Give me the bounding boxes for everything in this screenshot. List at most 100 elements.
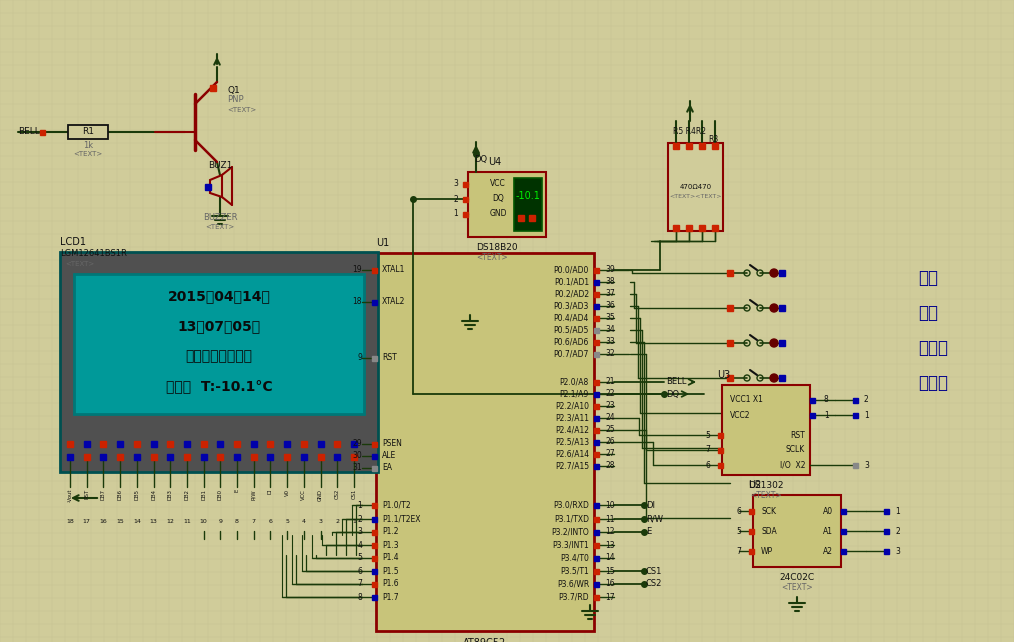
Text: 1: 1 — [824, 410, 828, 419]
Bar — [593, 268, 598, 272]
Text: PSEN: PSEN — [382, 440, 402, 449]
Text: 7: 7 — [251, 519, 256, 524]
Text: 29: 29 — [353, 440, 362, 449]
Bar — [301, 454, 307, 460]
Text: 17: 17 — [83, 519, 90, 524]
Text: 38: 38 — [605, 277, 614, 286]
Text: RST: RST — [382, 354, 396, 363]
Text: 22: 22 — [605, 390, 614, 399]
Bar — [184, 441, 190, 447]
Bar — [593, 440, 598, 444]
Bar — [529, 215, 535, 221]
Text: 9: 9 — [218, 519, 222, 524]
Text: P2.3/A11: P2.3/A11 — [555, 413, 589, 422]
Text: U4: U4 — [488, 157, 501, 167]
Bar — [809, 413, 814, 417]
Bar — [593, 315, 598, 320]
Bar — [301, 441, 307, 447]
Text: DB7: DB7 — [101, 489, 105, 500]
Text: 星期二  T:-10.1°C: 星期二 T:-10.1°C — [165, 379, 273, 393]
Text: P1.7: P1.7 — [382, 593, 399, 602]
Bar — [234, 454, 240, 460]
Text: 2: 2 — [453, 195, 458, 204]
Bar — [673, 225, 679, 231]
Bar — [841, 548, 846, 553]
Text: P2.6/A14: P2.6/A14 — [555, 449, 589, 458]
Text: BELL: BELL — [666, 377, 686, 386]
Text: 7: 7 — [357, 580, 362, 589]
Text: VCC: VCC — [301, 489, 306, 500]
Bar — [371, 569, 376, 573]
Text: 3: 3 — [318, 519, 322, 524]
Text: CS2: CS2 — [646, 580, 662, 589]
Bar — [712, 225, 718, 231]
Bar — [335, 441, 341, 447]
Bar — [371, 517, 376, 521]
Circle shape — [770, 374, 778, 382]
Text: 21: 21 — [605, 377, 614, 386]
Bar — [722, 385, 810, 475]
Text: CS1: CS1 — [352, 489, 356, 499]
Bar — [371, 453, 376, 458]
Bar — [593, 503, 598, 507]
Bar — [100, 441, 106, 447]
Text: 功能键: 功能键 — [918, 374, 948, 392]
Text: 1: 1 — [453, 209, 458, 218]
Text: P3.3/INT1: P3.3/INT1 — [553, 541, 589, 550]
Text: VCC: VCC — [490, 180, 506, 189]
Text: 1: 1 — [357, 501, 362, 510]
Text: <TEXT>: <TEXT> — [206, 224, 234, 230]
Bar — [371, 356, 376, 361]
Bar — [727, 340, 733, 346]
Text: RST: RST — [84, 489, 89, 499]
Text: CS2: CS2 — [335, 489, 340, 499]
Bar — [84, 441, 89, 447]
Bar — [779, 340, 785, 346]
Text: Q1: Q1 — [227, 85, 239, 94]
Text: 16: 16 — [605, 580, 614, 589]
Text: P0.7/AD7: P0.7/AD7 — [554, 349, 589, 358]
Text: 17: 17 — [605, 593, 614, 602]
Text: R3: R3 — [708, 135, 718, 144]
Text: P3.2/INTO: P3.2/INTO — [552, 528, 589, 537]
Text: V0: V0 — [285, 489, 290, 496]
Bar — [593, 304, 598, 309]
Text: XTAL1: XTAL1 — [382, 266, 406, 275]
Text: LGM12641BS1R: LGM12641BS1R — [60, 250, 127, 259]
Text: 4: 4 — [302, 519, 306, 524]
Bar — [210, 85, 216, 91]
Text: 1: 1 — [352, 519, 356, 524]
Bar — [514, 178, 542, 231]
Text: DS1302: DS1302 — [748, 480, 784, 489]
Text: U2: U2 — [748, 480, 762, 490]
Bar — [748, 548, 753, 553]
Text: P1.6: P1.6 — [382, 580, 399, 589]
Text: 5: 5 — [736, 526, 741, 535]
Text: 2: 2 — [864, 395, 869, 404]
Text: 15: 15 — [605, 566, 614, 575]
Text: R1: R1 — [82, 128, 94, 137]
Bar — [668, 143, 723, 231]
Text: U3: U3 — [717, 370, 730, 380]
Text: P0.2/AD2: P0.2/AD2 — [554, 290, 589, 299]
Bar — [593, 464, 598, 469]
Bar — [718, 462, 723, 467]
Bar — [718, 433, 723, 437]
Text: DB3: DB3 — [167, 489, 172, 500]
Bar — [593, 279, 598, 284]
Text: P0.0/AD0: P0.0/AD0 — [554, 266, 589, 275]
Text: 1: 1 — [864, 410, 869, 419]
Bar — [40, 130, 45, 135]
Bar — [134, 454, 140, 460]
Bar — [462, 211, 467, 216]
Circle shape — [770, 304, 778, 312]
Text: 3: 3 — [864, 460, 869, 469]
Bar — [853, 397, 858, 403]
Text: P0.4/AD4: P0.4/AD4 — [554, 313, 589, 322]
Text: 13时07分05秒: 13时07分05秒 — [177, 319, 261, 333]
Text: P1.1/T2EX: P1.1/T2EX — [382, 514, 421, 523]
Bar — [727, 270, 733, 276]
Text: 6: 6 — [706, 460, 711, 469]
Text: <TEXT>: <TEXT> — [65, 261, 94, 267]
Bar — [853, 462, 858, 467]
